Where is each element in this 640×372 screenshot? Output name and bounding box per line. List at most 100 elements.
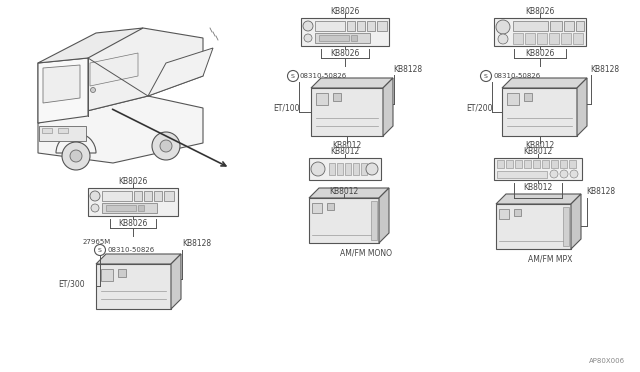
Bar xyxy=(560,160,567,168)
Text: KB8012: KB8012 xyxy=(332,141,362,151)
Bar xyxy=(377,21,387,31)
Bar xyxy=(309,198,379,243)
Bar xyxy=(537,33,547,44)
Bar xyxy=(371,201,377,240)
Bar xyxy=(347,21,355,31)
Bar xyxy=(351,35,357,41)
Text: KB8026: KB8026 xyxy=(118,218,148,228)
Bar xyxy=(549,33,559,44)
Text: 27965M: 27965M xyxy=(83,239,111,245)
Bar xyxy=(367,21,375,31)
Text: KB8128: KB8128 xyxy=(586,187,615,196)
Bar xyxy=(96,264,171,309)
Circle shape xyxy=(560,170,568,178)
Bar xyxy=(118,269,126,277)
Text: KB8012: KB8012 xyxy=(330,147,360,155)
Text: KB8026: KB8026 xyxy=(330,6,360,16)
Polygon shape xyxy=(496,194,581,204)
Circle shape xyxy=(70,150,82,162)
Bar xyxy=(561,33,571,44)
Bar xyxy=(315,33,370,43)
Text: KB8128: KB8128 xyxy=(590,65,619,74)
Bar xyxy=(525,33,535,44)
Bar xyxy=(499,209,509,219)
Text: ET/200: ET/200 xyxy=(466,103,493,112)
Bar xyxy=(337,163,343,175)
Polygon shape xyxy=(171,254,181,309)
Polygon shape xyxy=(38,96,203,163)
Bar xyxy=(506,160,513,168)
Circle shape xyxy=(287,71,298,81)
Wedge shape xyxy=(56,133,96,153)
Bar xyxy=(524,160,531,168)
Polygon shape xyxy=(571,194,581,249)
Bar xyxy=(576,21,584,31)
Bar xyxy=(573,33,583,44)
Bar xyxy=(357,21,365,31)
Circle shape xyxy=(311,162,325,176)
Text: KB8012: KB8012 xyxy=(330,186,358,196)
Text: KB8128: KB8128 xyxy=(393,65,422,74)
Bar xyxy=(533,160,540,168)
Text: KB8128: KB8128 xyxy=(182,240,211,248)
Text: S: S xyxy=(484,74,488,78)
Bar xyxy=(42,128,52,133)
Bar xyxy=(353,163,359,175)
Text: KB8012: KB8012 xyxy=(525,141,554,151)
Bar xyxy=(164,191,174,201)
Bar xyxy=(494,158,582,180)
Bar xyxy=(513,21,548,31)
Bar xyxy=(106,205,136,211)
Bar xyxy=(319,35,349,41)
Circle shape xyxy=(160,140,172,152)
Text: ET/300: ET/300 xyxy=(58,279,84,289)
Text: 08310-50826: 08310-50826 xyxy=(107,247,154,253)
Bar xyxy=(494,18,586,46)
Circle shape xyxy=(62,142,90,170)
Bar xyxy=(569,160,576,168)
Circle shape xyxy=(481,71,492,81)
Polygon shape xyxy=(148,48,213,96)
Bar xyxy=(102,203,157,213)
Bar xyxy=(345,163,351,175)
Polygon shape xyxy=(577,78,587,136)
Bar xyxy=(101,269,113,281)
Text: 08310-50826: 08310-50826 xyxy=(300,73,348,79)
Bar xyxy=(524,93,532,101)
Bar xyxy=(138,205,144,211)
Polygon shape xyxy=(96,254,181,264)
Bar xyxy=(497,160,504,168)
Polygon shape xyxy=(379,188,389,243)
Circle shape xyxy=(550,170,558,178)
Polygon shape xyxy=(38,58,88,123)
Bar xyxy=(513,33,523,44)
Text: KB8026: KB8026 xyxy=(525,48,555,58)
Bar xyxy=(316,93,328,105)
Bar xyxy=(502,88,577,136)
Circle shape xyxy=(90,191,100,201)
Text: AM/FM MPX: AM/FM MPX xyxy=(527,254,572,263)
Bar xyxy=(550,21,562,31)
Circle shape xyxy=(570,170,578,178)
Bar xyxy=(102,191,132,201)
Text: KB8026: KB8026 xyxy=(525,6,555,16)
Bar xyxy=(144,191,152,201)
Polygon shape xyxy=(383,78,393,136)
Text: ET/100: ET/100 xyxy=(273,103,300,112)
Bar xyxy=(154,191,162,201)
Text: KB8012: KB8012 xyxy=(524,183,552,192)
Text: 08310-50826: 08310-50826 xyxy=(493,73,540,79)
Bar xyxy=(496,204,571,249)
Bar xyxy=(39,126,86,141)
Bar xyxy=(327,203,334,210)
Circle shape xyxy=(496,20,510,34)
Bar xyxy=(361,163,367,175)
Polygon shape xyxy=(311,78,393,88)
Text: AM/FM MONO: AM/FM MONO xyxy=(340,248,392,257)
Text: KB8012: KB8012 xyxy=(524,147,552,155)
Bar xyxy=(315,21,345,31)
Bar xyxy=(58,128,68,133)
Bar xyxy=(301,18,389,46)
Bar xyxy=(88,188,178,216)
Bar xyxy=(329,163,335,175)
